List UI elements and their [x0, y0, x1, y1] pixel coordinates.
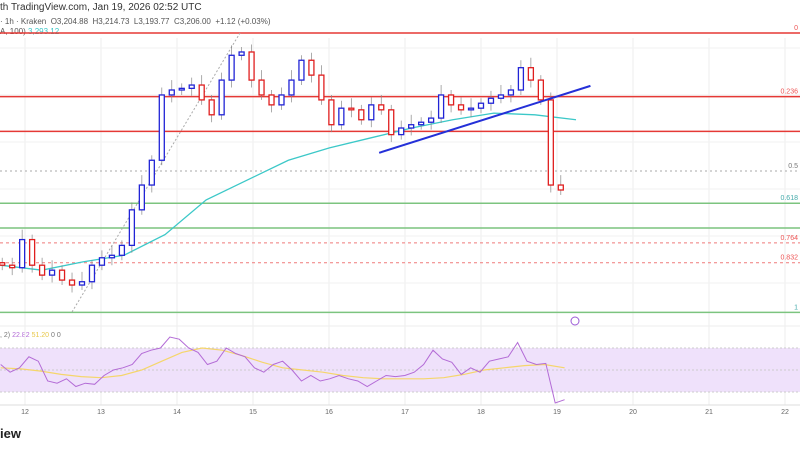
candle-body [0, 262, 6, 266]
watermark: th TradingView.com, Jan 19, 2026 02:52 U… [0, 2, 202, 13]
candle-body [497, 94, 505, 99]
x-tick-label: 16 [325, 409, 333, 416]
candle-body [188, 84, 195, 89]
candle-body [288, 79, 295, 96]
candle-body [198, 84, 205, 101]
fib-anchor-line [71, 32, 241, 313]
candle-body [487, 97, 495, 104]
x-tick-label: 18 [477, 409, 485, 416]
fib-label: 0 [794, 25, 798, 32]
candle-body [9, 264, 16, 269]
candle-body [118, 244, 126, 256]
candle-body [78, 281, 86, 286]
low: L3,193.77 [133, 17, 170, 26]
x-tick-label: 13 [97, 409, 105, 416]
candle-body [248, 51, 255, 81]
candle-body [278, 94, 285, 106]
change: +1.12 (+0.03%) [215, 17, 271, 26]
candle-body [477, 102, 485, 109]
candle-body [178, 87, 185, 91]
candle-body [417, 121, 425, 126]
x-tick-label: 14 [173, 409, 181, 416]
candle-body [388, 109, 395, 136]
candle-body [218, 79, 225, 116]
candle-body [108, 254, 116, 259]
fib-label: 1 [794, 304, 798, 311]
candle-body [98, 257, 106, 266]
candle-body [358, 109, 365, 121]
trendline [378, 84, 591, 154]
tradingview-logo: iew [0, 426, 21, 441]
candle-body [208, 99, 215, 116]
candle-body [537, 79, 544, 101]
candle-body [268, 94, 275, 106]
candle-body [158, 94, 165, 161]
ma-label: A, 100) [0, 27, 26, 36]
candle-body [148, 159, 155, 186]
high: H3,214.73 [92, 17, 130, 26]
candle-body [457, 104, 465, 111]
rsi-line [0, 336, 565, 404]
close: C3,206.00 [173, 17, 211, 26]
symbol: · 1h · Kraken [0, 17, 47, 26]
candle-body [467, 107, 475, 111]
x-tick-label: 21 [705, 409, 713, 416]
candle-body [348, 107, 355, 111]
candle-body [38, 264, 46, 276]
candle-body [18, 238, 26, 269]
rsi-signal-line [0, 347, 565, 380]
candle-body [328, 99, 335, 126]
candle-body [68, 279, 76, 286]
candle-body [238, 51, 245, 56]
fib-label: 0.764 [780, 235, 798, 242]
x-tick-label: 15 [249, 409, 257, 416]
rsi-value: 22.82 [12, 332, 30, 339]
fib-label: 0.5 [788, 163, 798, 170]
candle-body [58, 269, 66, 281]
fib-label: 0.832 [780, 255, 798, 262]
candle-body [28, 238, 36, 266]
candle-body [437, 94, 445, 119]
candle-body [557, 184, 564, 191]
x-tick-label: 20 [629, 409, 637, 416]
candle-body [378, 104, 385, 111]
candle-body [88, 264, 96, 283]
candle-body [128, 209, 136, 247]
candle-body [408, 124, 415, 129]
rsi-extra: 0 0 [51, 332, 61, 339]
ma100-line [0, 112, 577, 271]
rsi-label: , 2) [0, 332, 11, 339]
fib-label: 0.618 [780, 195, 798, 202]
ma-value: 3,293.12 [28, 27, 60, 36]
ma-legend: A, 100) 3,293.12 [0, 27, 59, 36]
candle-body [368, 104, 375, 121]
replay-icon [570, 316, 580, 326]
x-tick-label: 22 [781, 409, 789, 416]
candle-body [318, 74, 325, 101]
rsi-signal-value: 51.20 [31, 332, 50, 339]
candle-body [527, 67, 535, 81]
candle-body [138, 184, 146, 211]
x-tick-label: 12 [21, 409, 29, 416]
x-tick-label: 17 [401, 409, 409, 416]
candle-body [338, 107, 345, 126]
candle-body [517, 67, 525, 91]
candle-body [507, 89, 515, 96]
candle-body [258, 79, 265, 96]
fib-label: 0.236 [780, 89, 798, 96]
candle-body [228, 54, 235, 81]
x-tick-label: 19 [553, 409, 561, 416]
candle-body [48, 269, 56, 276]
open: O3,204.88 [50, 17, 89, 26]
candle-body [398, 127, 405, 136]
candle-body [308, 59, 315, 76]
candle-body [447, 94, 455, 106]
candle-body [427, 117, 435, 123]
candle-body [168, 89, 175, 96]
ohlc-legend: · 1h · Kraken O3,204.88 H3,214.73 L3,193… [0, 17, 270, 26]
candle-body [298, 59, 305, 81]
candle-body [547, 99, 554, 186]
rsi-legend: , 2) 22.82 51.20 0 0 [0, 332, 61, 339]
